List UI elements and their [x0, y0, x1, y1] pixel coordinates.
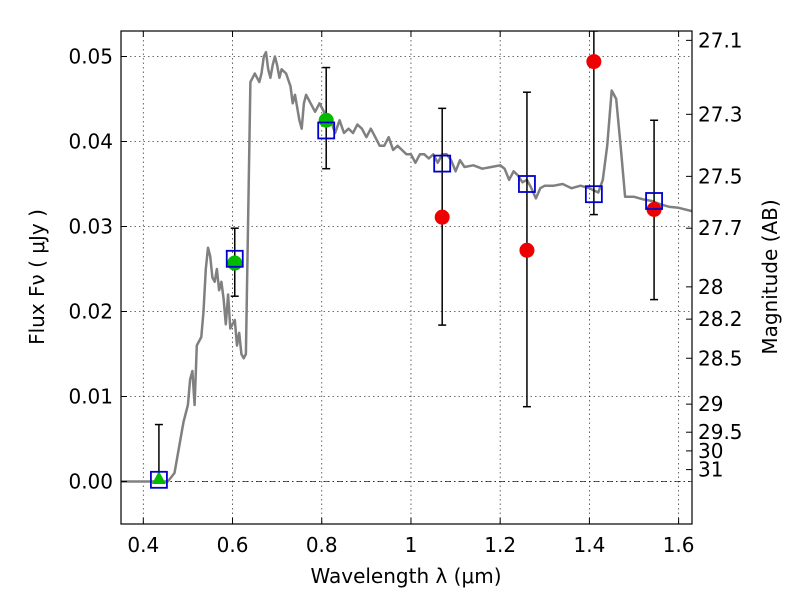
y2-tick-label: 28 — [698, 275, 723, 299]
y2-tick-label: 27.1 — [698, 28, 743, 52]
model-photometry-square — [225, 249, 244, 268]
y-tick-label: 0.00 — [68, 470, 113, 494]
y2-tick-label: 28.5 — [698, 346, 743, 370]
model-photometry-square — [645, 192, 663, 210]
x-axis-ticks: 0.4 0.6 0.8 1 1.2 1.4 1.6 — [127, 31, 695, 557]
y-tick-label: 0.03 — [68, 215, 113, 239]
plot-background — [121, 31, 692, 524]
observed-flux-point — [519, 242, 535, 258]
plot-frame — [120, 30, 693, 525]
model-photometry-square — [518, 175, 536, 193]
observed-flux-triangle — [151, 470, 166, 484]
observed-flux-point — [586, 54, 602, 70]
model-photometry-square — [433, 154, 452, 173]
x-tick-label: 0.4 — [127, 533, 159, 557]
y-tick-label: 0.01 — [68, 385, 113, 409]
y2-tick-label: 29.5 — [698, 420, 743, 444]
x-tick-label: 1.4 — [573, 533, 605, 557]
y2-tick-label: 30 — [698, 439, 723, 463]
model-photometry-square — [150, 470, 168, 489]
observed-flux-point — [318, 112, 334, 128]
x-tick-label: 1.2 — [484, 533, 516, 557]
x-tick-label: 0.6 — [217, 533, 249, 557]
model-photometry-markers — [150, 121, 663, 489]
observed-flux-markers — [151, 54, 662, 484]
y-tick-label: 0.04 — [68, 130, 113, 154]
x-tick-label: 1 — [405, 533, 418, 557]
y2-axis-label: Magnitude (AB) — [758, 199, 782, 354]
grid-lines — [121, 31, 692, 524]
model-photometry-square — [584, 185, 603, 204]
y2-tick-label: 27.3 — [698, 102, 743, 126]
model-photometry-square — [317, 121, 336, 140]
y-axis-label: Flux Fν ( μJy ) — [25, 209, 49, 345]
y-tick-label: 0.05 — [68, 45, 113, 69]
y-axis-ticks: 0.00 0.01 0.02 0.03 0.04 0.05 — [68, 45, 127, 494]
y2-tick-label: 31 — [698, 458, 723, 482]
x-axis-label: Wavelength λ (μm) — [310, 564, 501, 588]
x-tick-label: 0.8 — [306, 533, 338, 557]
y2-tick-label: 29 — [698, 392, 723, 416]
observed-flux-point — [434, 209, 450, 225]
y-tick-label: 0.02 — [68, 300, 113, 324]
y2-tick-label: 28.2 — [698, 307, 743, 331]
y2-tick-label: 27.5 — [698, 164, 743, 188]
x-tick-label: 1.6 — [663, 533, 695, 557]
y2-tick-label: 27.7 — [698, 216, 743, 240]
spectrum-line — [121, 50, 692, 483]
observed-flux-point — [227, 255, 243, 271]
